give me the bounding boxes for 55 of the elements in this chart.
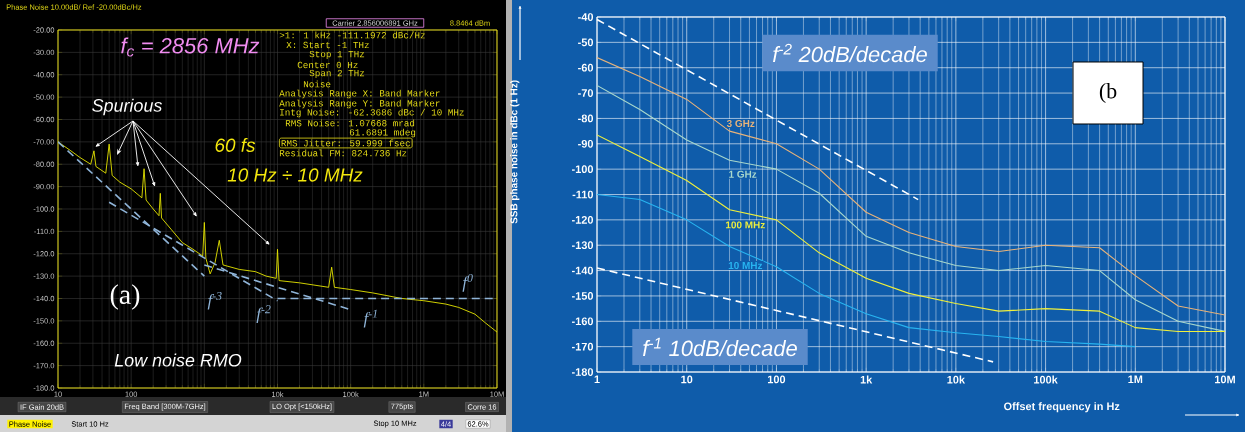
annotation: f$_{c}$ = 2856 MHz	[121, 37, 260, 57]
series-label: 10 MHz	[728, 261, 763, 270]
y-axis-title: SSB phase noise in dBc (1 Hz)	[510, 80, 520, 224]
annotation: 61.6891 mdeg	[349, 128, 416, 138]
y-tick-label: -40	[578, 13, 594, 21]
annotation: Analysis Range X: Band Marker	[279, 89, 440, 99]
x-tick-label: 1k	[860, 375, 873, 384]
y-tick-label: -140	[571, 266, 594, 275]
annotation: X: Start -1 THz	[286, 41, 369, 49]
series-label: f$^{-3}$	[207, 291, 222, 310]
y-tick-label: -90	[578, 139, 594, 148]
annotation: RMS Noise: 1.07668 mrad	[285, 119, 415, 127]
annotation: Span 2 THz	[309, 69, 365, 79]
annotation: Residual FM: 824.736 Hz	[279, 149, 407, 157]
x-tick-label: 1M	[1128, 375, 1143, 384]
x-tick-label: 10k	[947, 375, 966, 384]
y-tick-label: -110	[572, 190, 594, 199]
x-tick-label: 100	[767, 375, 786, 384]
y-tick-label: -180	[571, 368, 594, 376]
annotation: 60 fs	[215, 138, 256, 152]
y-tick-label: -50	[578, 38, 594, 47]
series-label: 100 MHz	[726, 221, 765, 229]
annotation: Intg Noise: -62.3686 dBc / 10 MHz	[280, 108, 464, 118]
y-tick-label: -100	[571, 165, 594, 174]
series-label: f$^{-2}$	[256, 305, 271, 324]
y-tick-label: -120	[571, 215, 594, 224]
x-tick-label: 1	[594, 375, 600, 384]
annotation: f$^{-1}$ 10dB/decade	[642, 337, 797, 357]
annotation: Analysis Range Y: Band Marker	[279, 99, 440, 109]
x-tick-label: 10M	[1215, 375, 1235, 384]
annotation: >1: 1 kHz -111.1972 dBc/Hz	[279, 31, 425, 39]
y-tick-label: -70	[578, 89, 594, 97]
series-label: 3 GHz	[726, 119, 755, 128]
annotation: (a)	[110, 284, 140, 310]
annotation: f$^{-2}$ 20dB/decade	[772, 43, 927, 63]
annotation: Low noise RMO	[114, 353, 242, 367]
annotation: Stop 1 THz	[309, 50, 365, 60]
y-tick-label: -160	[571, 317, 594, 326]
annotation: Spurious	[92, 98, 162, 116]
annotation: Center 0 Hz	[297, 61, 358, 69]
annotation: 10 Hz ÷ 10 MHz	[227, 168, 363, 182]
annotation: Noise	[303, 80, 331, 88]
y-tick-label: -60	[578, 63, 594, 72]
series-label: 1 GHz	[729, 170, 757, 178]
x-axis-title: Offset frequency in Hz	[1004, 402, 1120, 413]
y-tick-label: -170	[571, 342, 594, 351]
series-label: f$^{0}$	[462, 273, 473, 292]
y-tick-label: -150	[571, 292, 594, 300]
y-tick-label: -80	[578, 114, 594, 123]
annotation: RMS Jitter: 59.999 fsec	[281, 139, 410, 147]
annotation: (b	[1099, 83, 1117, 103]
x-tick-label: 100k	[1034, 375, 1058, 384]
series-label: f$^{-1}$	[363, 309, 377, 328]
y-tick-label: -130	[571, 241, 594, 250]
x-tick-label: 10	[681, 375, 693, 384]
